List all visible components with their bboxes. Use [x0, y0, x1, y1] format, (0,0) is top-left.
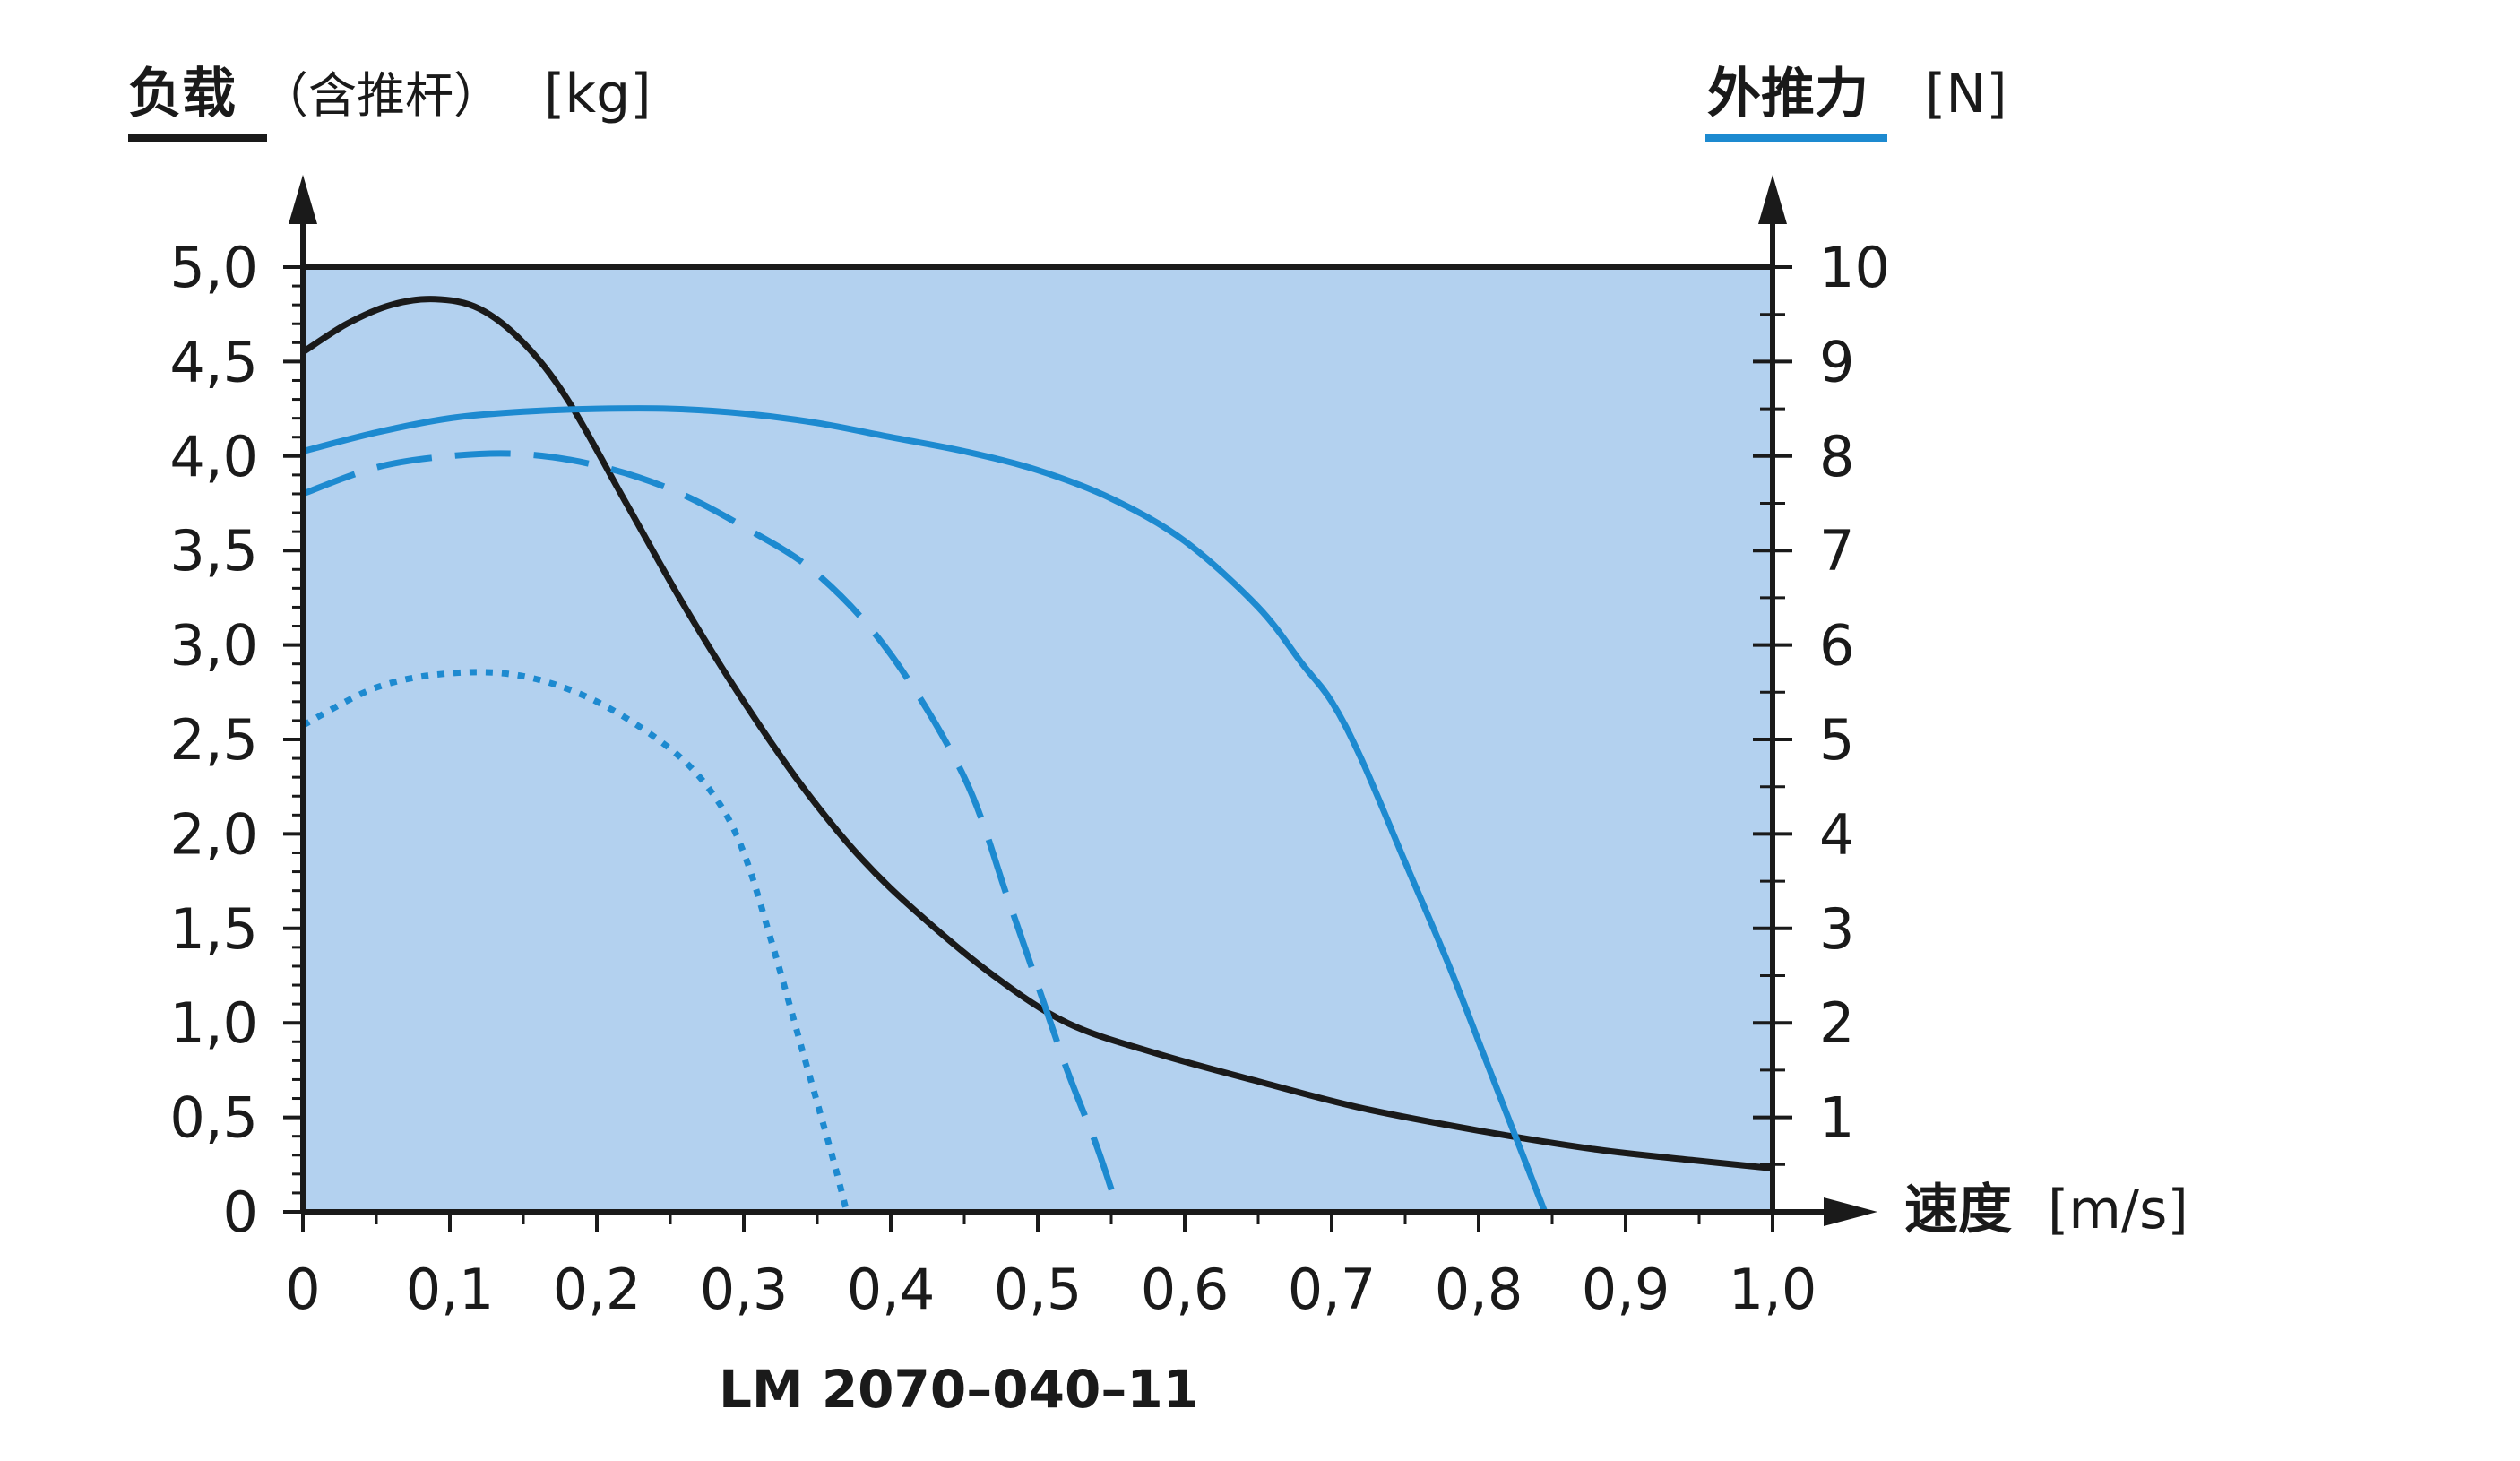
y-left-label-main: 负载 — [128, 63, 236, 125]
y-right-tick-label: 5 — [1819, 707, 1854, 773]
series-line-3-dotted — [301, 669, 850, 1213]
y-right-tick-label: 8 — [1819, 424, 1854, 489]
y-left-tick-label: 3,0 — [169, 613, 258, 679]
series-line-1-solid — [302, 405, 1549, 1214]
y-left-tick-label: 1,0 — [169, 990, 258, 1056]
y-left-tick-label: 0,5 — [169, 1085, 258, 1151]
x-tick-label: 0,8 — [1435, 1257, 1523, 1322]
y-right-tick-label: 4 — [1819, 801, 1854, 867]
series-layer — [301, 296, 1773, 1214]
y-right-legend-line — [1705, 134, 1887, 142]
y-left-tick-label: 5,0 — [169, 235, 258, 300]
y-left-tick-label: 2,5 — [169, 707, 258, 773]
y-right-label-main: 外推力 — [1707, 63, 1868, 125]
y-left-tick-label: 2,0 — [169, 801, 258, 867]
y-right-tick-label: 3 — [1819, 896, 1854, 962]
series-line-2-dashed — [301, 450, 1122, 1214]
chart-title: LM 2070–040–11 — [719, 1359, 1199, 1420]
x-tick-label: 0,2 — [553, 1257, 642, 1322]
plot-area — [303, 267, 1773, 1212]
x-tick-label: 0,9 — [1582, 1257, 1670, 1322]
y-right-tick-label: 7 — [1819, 518, 1854, 584]
y-left-tick-label: 4,5 — [169, 329, 258, 394]
x-tick-label: 0,4 — [847, 1257, 936, 1322]
x-tick-label: 0,7 — [1288, 1257, 1377, 1322]
y-left-legend-line — [128, 134, 267, 142]
y-left-tick-label: 3,5 — [169, 518, 258, 584]
y-left-label-unit: [kg] — [544, 63, 652, 125]
series-line-0-solid — [301, 296, 1773, 1171]
y-left-tick-label: 4,0 — [169, 424, 258, 489]
axes-layer: 0 0,1 0,2 0,3 0,4 0,5 0,6 0,7 0,8 0,9 1,0 0 0,5 1,0 1,… — [169, 175, 1890, 1322]
x-tick-label: 1,0 — [1729, 1257, 1817, 1322]
plot-background — [303, 267, 1773, 1212]
y-right-tick-label: 6 — [1819, 613, 1854, 679]
x-tick-label: 0,5 — [994, 1257, 1083, 1322]
x-tick-label: 0,1 — [406, 1257, 495, 1322]
y-right-tick-label: 9 — [1819, 329, 1854, 394]
x-label-main: 速度 — [1904, 1179, 2012, 1241]
y-left-tick-label: 0 — [223, 1180, 258, 1245]
y-left-tick-label: 1,5 — [169, 896, 258, 962]
x-label-unit: [m/s] — [2048, 1179, 2188, 1241]
x-arrow — [1824, 1197, 1877, 1226]
y-right-tick-label: 1 — [1819, 1085, 1854, 1151]
x-tick-label: 0,3 — [700, 1257, 789, 1322]
x-tick-label: 0,6 — [1141, 1257, 1230, 1322]
x-tick-label: 0 — [285, 1257, 320, 1322]
y-right-arrow — [1758, 175, 1787, 224]
y-right-tick-label: 2 — [1819, 990, 1854, 1056]
y-left-arrow — [289, 175, 317, 224]
y-right-tick-label: 10 — [1819, 235, 1890, 300]
y-right-label-unit: [N] — [1925, 63, 2007, 125]
y-left-label-sub: （含推杆） — [260, 67, 502, 124]
